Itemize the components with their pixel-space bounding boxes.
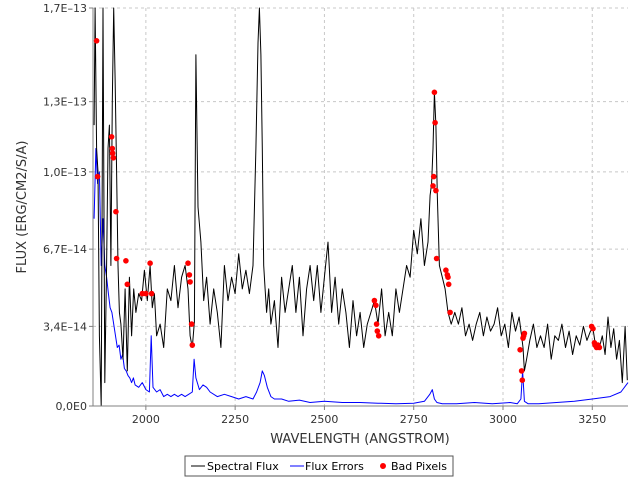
bad-pixel-point xyxy=(148,290,155,297)
y-tick-label: 3,4E–14 xyxy=(43,320,87,333)
plot-area xyxy=(93,8,628,406)
bad-pixel-point xyxy=(93,38,100,44)
legend-label-flux-errors: Flux Errors xyxy=(305,460,364,473)
bad-pixel-point xyxy=(375,333,382,339)
bad-pixel-point xyxy=(431,89,438,96)
x-tick-label: 3000 xyxy=(489,413,517,426)
bad-pixel-point xyxy=(94,173,101,180)
legend-box xyxy=(184,455,454,477)
bad-pixel-point xyxy=(108,134,115,140)
legend: Spectral Flux Flux Errors Bad Pixels xyxy=(184,455,454,477)
bad-pixel-point xyxy=(188,321,195,327)
bad-pixel-point xyxy=(373,321,380,327)
y-tick-label: 1,3E–13 xyxy=(43,96,87,109)
bad-pixel-point xyxy=(147,260,153,267)
bad-pixel-point xyxy=(109,150,116,156)
bad-pixel-point xyxy=(521,330,528,337)
bad-pixel-point xyxy=(445,281,452,288)
bad-pixel-point xyxy=(374,328,381,334)
bad-pixel-point xyxy=(445,274,451,281)
bad-pixel-point xyxy=(447,309,453,316)
bad-pixel-point xyxy=(109,145,116,152)
y-tick-label: 1,7E–13 xyxy=(43,2,87,15)
y-tick-label: 0,0E0 xyxy=(56,400,87,413)
y-tick-label: 6,7E–14 xyxy=(43,243,87,256)
bad-pixel-point xyxy=(143,290,149,297)
bad-pixel-point xyxy=(518,368,525,374)
bad-pixel-point xyxy=(517,347,523,353)
bad-pixel-point xyxy=(371,297,378,304)
bad-pixel-point xyxy=(113,255,120,262)
bad-pixel-point xyxy=(433,255,440,262)
series-line-spectral-flux xyxy=(93,7,628,407)
x-tick-label: 2250 xyxy=(221,413,249,426)
legend-label-bad-pixels: Bad Pixels xyxy=(391,460,447,473)
series-line-flux-errors xyxy=(93,148,629,405)
bad-pixel-point xyxy=(113,208,119,215)
x-tick-label: 2750 xyxy=(400,413,428,426)
bad-pixel-point xyxy=(185,260,191,267)
bad-pixel-point xyxy=(590,325,596,332)
bad-pixel-point xyxy=(189,342,196,348)
series-layer xyxy=(93,7,629,407)
x-axis-title: WAVELENGTH (ANGSTROM) xyxy=(270,432,449,447)
bad-pixel-point xyxy=(187,279,193,285)
x-tick-label: 2000 xyxy=(132,413,160,426)
bad-pixel-point xyxy=(373,302,379,309)
bad-pixel-point xyxy=(110,155,117,161)
x-gridlines xyxy=(145,8,593,406)
y-axis-title: FLUX (ERG/CM2/S/A) xyxy=(15,141,30,274)
bad-pixel-point xyxy=(433,187,439,194)
bad-pixel-point xyxy=(186,272,193,278)
y-tick-labels: 0,0E0 3,4E–14 6,7E–14 1,0E–13 1,3E–13 1,7E–13 xyxy=(43,2,93,413)
legend-swatch-bad-pixels xyxy=(380,463,386,469)
x-tick-label: 2500 xyxy=(310,413,338,426)
bad-pixel-point xyxy=(432,119,438,126)
bad-pixel-point xyxy=(430,173,437,180)
legend-label-spectral-flux: Spectral Flux xyxy=(207,460,279,473)
bad-pixel-point xyxy=(430,183,436,189)
y-tick-label: 1,0E–13 xyxy=(43,166,87,179)
x-tick-labels: 2000 2250 2500 2750 3000 3250 xyxy=(132,406,606,426)
bad-pixel-point xyxy=(124,281,131,288)
bad-pixel-point xyxy=(443,267,449,274)
bad-pixel-point xyxy=(123,258,129,264)
bad-pixel-point xyxy=(519,377,526,384)
bad-pixel-point xyxy=(596,344,603,351)
x-tick-label: 3250 xyxy=(578,413,606,426)
